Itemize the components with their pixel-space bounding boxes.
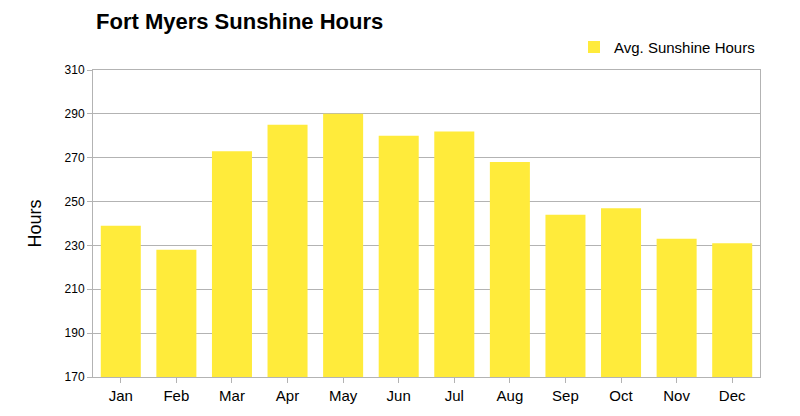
svg-text:Sep: Sep bbox=[552, 387, 579, 404]
svg-text:190: 190 bbox=[65, 326, 85, 340]
svg-text:170: 170 bbox=[65, 370, 85, 384]
svg-text:290: 290 bbox=[65, 107, 85, 121]
svg-text:250: 250 bbox=[65, 195, 85, 209]
svg-text:Oct: Oct bbox=[609, 387, 633, 404]
svg-text:210: 210 bbox=[65, 282, 85, 296]
svg-text:Jul: Jul bbox=[445, 387, 464, 404]
svg-text:230: 230 bbox=[65, 239, 85, 253]
svg-text:Fort Myers Sunshine Hours: Fort Myers Sunshine Hours bbox=[96, 9, 383, 34]
svg-text:Hours: Hours bbox=[25, 199, 45, 247]
svg-text:Dec: Dec bbox=[719, 387, 746, 404]
svg-text:Mar: Mar bbox=[219, 387, 245, 404]
svg-text:270: 270 bbox=[65, 151, 85, 165]
svg-text:Apr: Apr bbox=[276, 387, 299, 404]
svg-text:Nov: Nov bbox=[663, 387, 690, 404]
svg-text:May: May bbox=[329, 387, 358, 404]
svg-text:310: 310 bbox=[65, 63, 85, 77]
svg-text:Jun: Jun bbox=[387, 387, 411, 404]
svg-text:Jan: Jan bbox=[109, 387, 133, 404]
svg-text:Aug: Aug bbox=[497, 387, 524, 404]
svg-text:Avg. Sunshine Hours: Avg. Sunshine Hours bbox=[614, 39, 755, 56]
svg-text:Feb: Feb bbox=[163, 387, 189, 404]
